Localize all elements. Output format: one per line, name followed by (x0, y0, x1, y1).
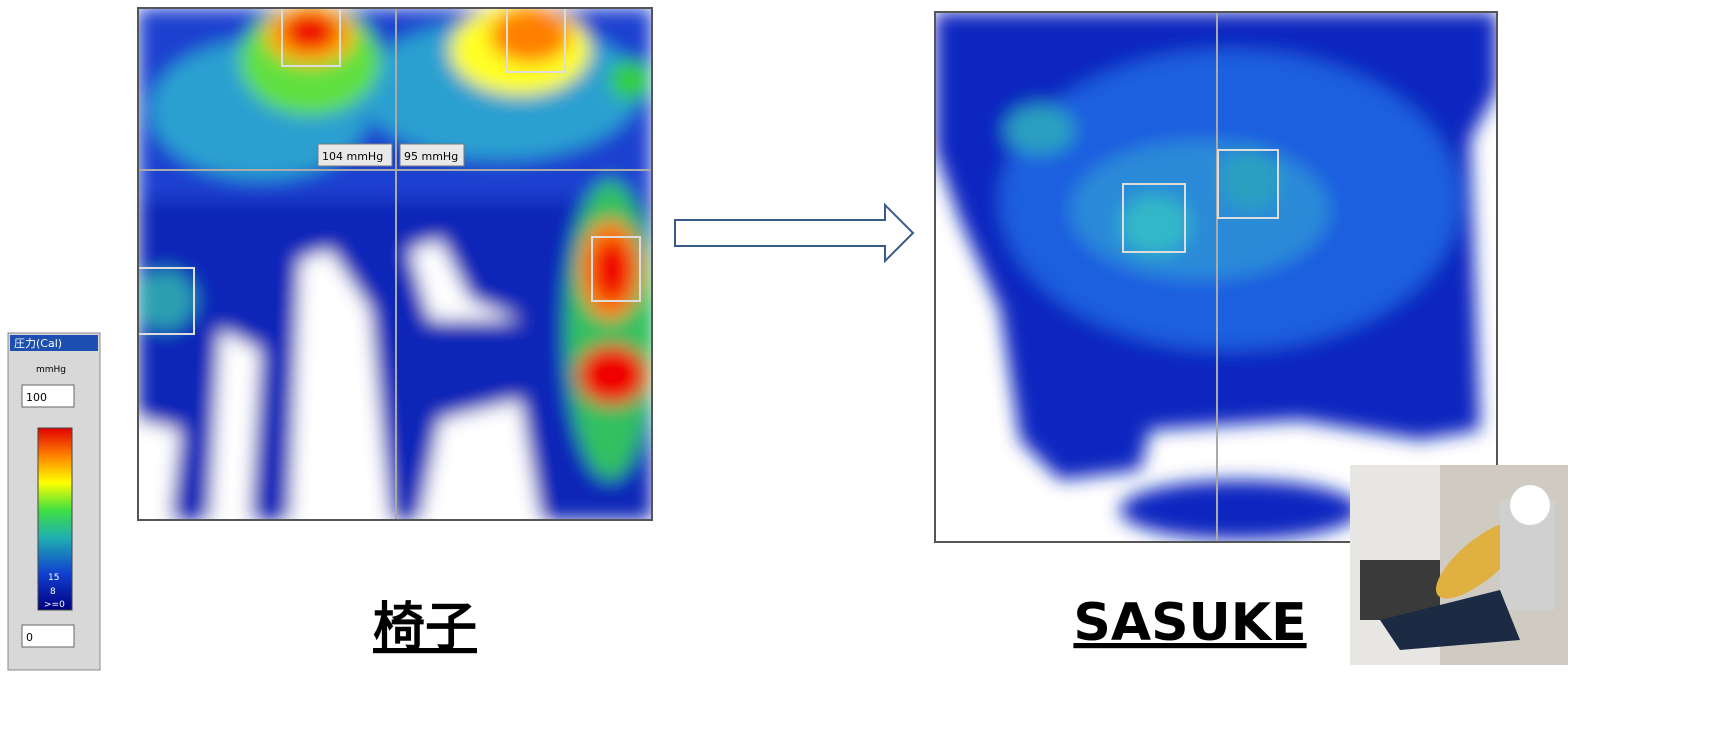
caption: SASUKE (1073, 593, 1306, 653)
sasuke-map (935, 12, 1497, 542)
panel-title: 圧力(Cal) (14, 337, 62, 350)
sensor-label: 95 mmHg (404, 150, 458, 163)
chair-map: 104 mmHg 95 mmHg (135, 5, 655, 520)
scale-label: >=0 (44, 600, 65, 610)
scale-label: 15 (48, 573, 59, 583)
slide: 圧力(Cal) mmHg 100 15 8 >=0 0 (0, 0, 1729, 743)
min-value: 0 (26, 631, 33, 644)
page: 圧力(Cal) mmHg 100 15 8 >=0 0 (0, 0, 1729, 743)
caption: 椅子 (373, 598, 477, 658)
photo (1350, 465, 1568, 665)
unit-label: mmHg (36, 365, 66, 375)
max-value: 100 (26, 391, 47, 404)
scale-label: 8 (50, 587, 56, 597)
sensor-label: 104 mmHg (322, 150, 383, 163)
legend-panel: 圧力(Cal) mmHg 100 15 8 >=0 0 (8, 333, 100, 670)
arrow (675, 205, 913, 261)
